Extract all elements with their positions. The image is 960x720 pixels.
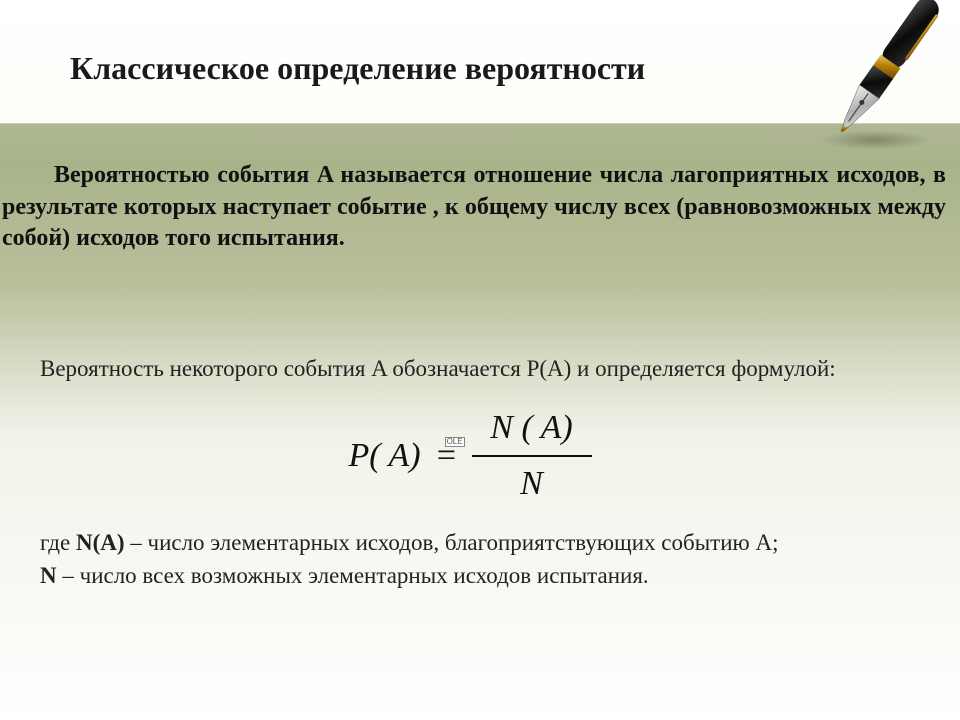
- where2-rest: – число всех возможных элементарных исхо…: [57, 563, 649, 588]
- formula: P( A) = OLE N ( A) N: [40, 403, 900, 508]
- definition-text: Вероятностью события A называется отноше…: [0, 160, 952, 255]
- title-container: Классическое определение вероятности: [70, 50, 810, 87]
- formula-lhs: P( A): [348, 431, 420, 480]
- slide-title: Классическое определение вероятности: [70, 50, 810, 87]
- body-block: Вероятность некоторого события A обознач…: [40, 352, 900, 593]
- intro-text: Вероятность некоторого события A обознач…: [40, 352, 900, 385]
- formula-fraction: N ( A) N: [472, 403, 592, 508]
- where-line-2: N – число всех возможных элементарных ис…: [40, 559, 900, 592]
- equals-sign: = OLE: [435, 431, 458, 480]
- where-line-1: где N(A) – число элементарных исходов, б…: [40, 526, 900, 559]
- where1-var: N(A): [76, 530, 125, 555]
- formula-numerator: N ( A): [480, 403, 582, 452]
- where1-rest: – число элементарных исходов, благоприят…: [125, 530, 779, 555]
- definition-block: Вероятностью события A называется отноше…: [0, 160, 960, 255]
- where1-prefix: где: [40, 530, 76, 555]
- pen-icon: [790, 0, 960, 160]
- formula-denominator: N: [510, 459, 553, 508]
- slide-root: Классическое определение вероятности: [0, 0, 960, 720]
- fraction-bar: [472, 455, 592, 457]
- ole-badge: OLE: [445, 437, 465, 447]
- where2-var: N: [40, 563, 57, 588]
